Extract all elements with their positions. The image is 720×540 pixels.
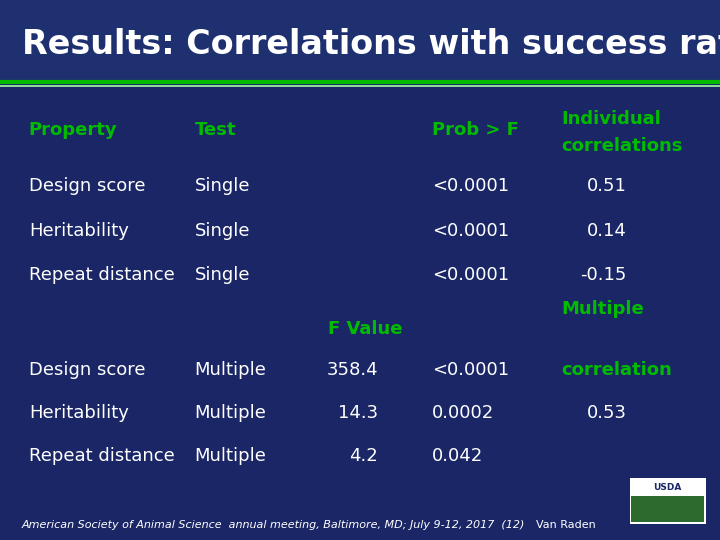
Text: Multiple: Multiple [194, 447, 266, 465]
Text: Heritability: Heritability [29, 404, 129, 422]
Text: Design score: Design score [29, 177, 145, 195]
Text: Multiple: Multiple [194, 361, 266, 379]
Text: USDA: USDA [654, 483, 682, 492]
Text: 358.4: 358.4 [326, 361, 378, 379]
Text: Repeat distance: Repeat distance [29, 447, 174, 465]
Bar [630, 478, 706, 524]
Text: <0.0001: <0.0001 [432, 221, 509, 240]
Text: 0.042: 0.042 [432, 447, 483, 465]
Text: Single: Single [194, 221, 250, 240]
Text: Test: Test [194, 120, 236, 139]
Text: Prob > F: Prob > F [432, 120, 519, 139]
Text: 0.0002: 0.0002 [432, 404, 494, 422]
Bar [631, 496, 704, 522]
Text: 0.51: 0.51 [587, 177, 626, 195]
Text: correlation: correlation [562, 361, 672, 379]
Text: 4.2: 4.2 [349, 447, 378, 465]
Text: <0.0001: <0.0001 [432, 361, 509, 379]
Text: <0.0001: <0.0001 [432, 177, 509, 195]
Text: Van Raden: Van Raden [536, 520, 596, 530]
Text: Multiple: Multiple [562, 300, 644, 318]
Text: Design score: Design score [29, 361, 145, 379]
Text: Individual: Individual [562, 110, 662, 128]
Text: Multiple: Multiple [194, 404, 266, 422]
Text: Repeat distance: Repeat distance [29, 266, 174, 284]
Text: <0.0001: <0.0001 [432, 266, 509, 284]
Bar [0, 0, 720, 84]
Text: 0.53: 0.53 [586, 404, 626, 422]
Text: 14.3: 14.3 [338, 404, 378, 422]
Bar [631, 481, 704, 496]
Text: Property: Property [29, 120, 117, 139]
Text: -0.15: -0.15 [580, 266, 626, 284]
Text: 0.14: 0.14 [587, 221, 626, 240]
Text: correlations: correlations [562, 137, 683, 155]
Text: Single: Single [194, 177, 250, 195]
Text: Results: Correlations with success rate: Results: Correlations with success rate [22, 28, 720, 61]
Text: American Society of Animal Science  annual meeting, Baltimore, MD; July 9-12, 20: American Society of Animal Science annua… [22, 520, 525, 530]
Text: F Value: F Value [328, 320, 402, 339]
Text: Heritability: Heritability [29, 221, 129, 240]
Text: Single: Single [194, 266, 250, 284]
